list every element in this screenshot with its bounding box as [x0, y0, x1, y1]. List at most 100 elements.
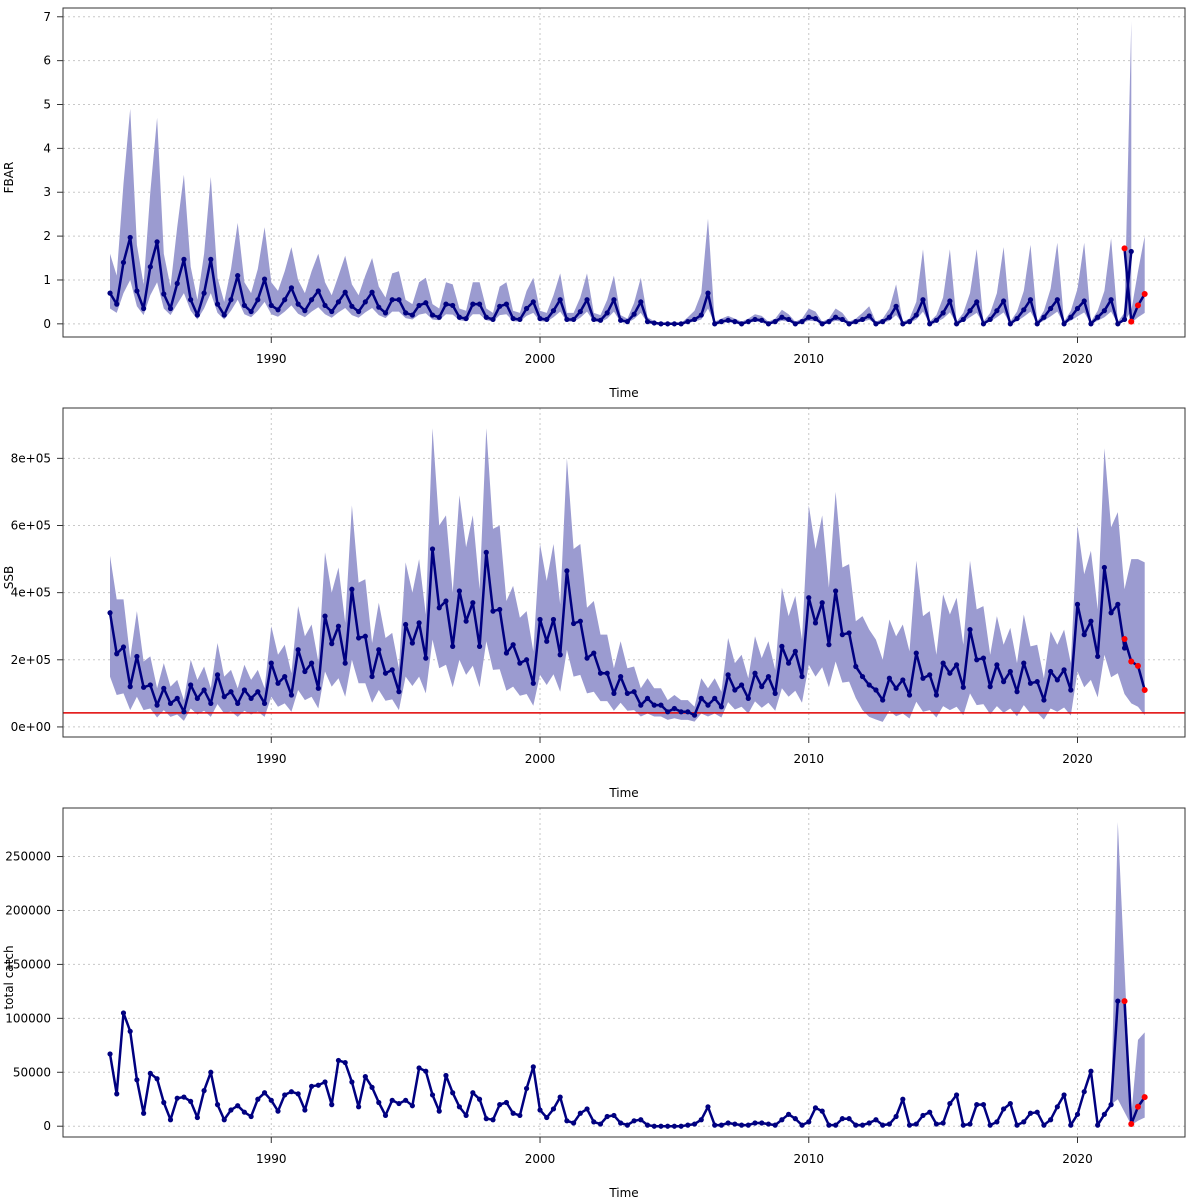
data-point: [268, 302, 274, 309]
data-point: [1034, 1109, 1040, 1115]
data-point: [591, 316, 597, 323]
data-point: [685, 709, 691, 715]
data-point: [1095, 653, 1101, 660]
data-point: [738, 682, 745, 688]
confidence-band: [110, 428, 1145, 722]
data-point: [335, 1057, 342, 1064]
data-point: [241, 302, 248, 309]
data-point: [866, 682, 872, 688]
data-point: [342, 289, 348, 295]
projection-point: [1128, 658, 1135, 665]
data-point: [913, 650, 919, 656]
data-point: [584, 297, 590, 303]
data-point: [974, 657, 980, 663]
data-point: [960, 1122, 966, 1128]
data-point: [738, 321, 745, 327]
data-point: [470, 600, 476, 606]
data-point: [302, 308, 308, 314]
data-point: [107, 610, 113, 616]
projection-point: [1121, 998, 1128, 1005]
data-point: [503, 650, 510, 656]
data-point: [188, 297, 194, 303]
data-point: [833, 314, 839, 320]
data-point: [987, 684, 993, 690]
data-point: [194, 312, 200, 318]
data-point: [544, 1114, 550, 1121]
data-point: [275, 680, 281, 686]
data-point: [1128, 248, 1134, 255]
data-point: [530, 299, 536, 305]
data-point: [214, 672, 221, 678]
data-point: [369, 1084, 375, 1090]
y-tick-label: 0: [43, 317, 51, 331]
data-point: [275, 307, 281, 313]
data-point: [933, 692, 940, 698]
data-point: [900, 321, 906, 327]
data-point: [201, 687, 207, 693]
data-point: [248, 1113, 254, 1120]
data-point: [712, 1122, 718, 1128]
data-point: [1048, 305, 1054, 312]
data-point: [839, 1116, 845, 1122]
data-point: [1115, 998, 1121, 1004]
data-point: [369, 289, 375, 295]
data-point: [201, 290, 207, 296]
data-point: [1101, 1111, 1107, 1117]
data-point: [792, 1116, 798, 1122]
data-point: [880, 697, 886, 703]
data-point: [1027, 680, 1034, 686]
data-point: [685, 319, 691, 325]
confidence-band: [110, 822, 1145, 1127]
data-point: [167, 700, 174, 707]
data-point: [611, 297, 617, 303]
data-point: [429, 546, 436, 552]
data-point: [953, 1092, 960, 1098]
data-point: [550, 1106, 557, 1112]
data-point: [933, 1121, 940, 1127]
data-point: [557, 652, 563, 658]
data-point: [120, 644, 127, 650]
data-point: [517, 660, 523, 666]
data-point: [322, 302, 328, 309]
data-point: [893, 1113, 899, 1120]
data-point: [846, 321, 852, 327]
data-point: [759, 684, 765, 690]
data-point: [429, 1092, 436, 1098]
data-point: [483, 1116, 489, 1122]
data-point: [288, 1089, 295, 1095]
data-point: [839, 632, 845, 638]
data-point: [886, 675, 892, 681]
data-point: [241, 687, 248, 693]
data-point: [906, 692, 913, 698]
data-point: [436, 1108, 442, 1114]
data-point: [880, 319, 886, 325]
data-point: [362, 633, 368, 639]
data-point: [268, 1097, 274, 1103]
data-point: [1014, 1122, 1020, 1128]
data-point: [611, 1112, 617, 1119]
data-point: [537, 1107, 543, 1113]
data-point: [678, 321, 684, 327]
data-point: [483, 549, 489, 555]
data-point: [342, 660, 348, 666]
data-point: [530, 1064, 536, 1070]
data-point: [141, 305, 147, 312]
data-point: [376, 647, 382, 653]
data-point: [839, 316, 845, 323]
data-point: [322, 613, 328, 619]
data-point: [228, 297, 234, 303]
data-point: [517, 316, 523, 323]
data-point: [161, 685, 167, 691]
data-point: [1048, 668, 1054, 675]
data-point: [261, 1090, 268, 1096]
data-point: [927, 672, 933, 678]
data-point: [409, 1103, 415, 1109]
x-tick-label: 1990: [256, 752, 287, 766]
data-point: [1101, 308, 1107, 314]
data-point: [604, 1113, 610, 1120]
data-point: [1014, 315, 1020, 322]
data-point: [483, 314, 489, 320]
x-axis-label: Time: [608, 386, 638, 400]
data-point: [752, 670, 758, 676]
data-point: [349, 586, 355, 592]
